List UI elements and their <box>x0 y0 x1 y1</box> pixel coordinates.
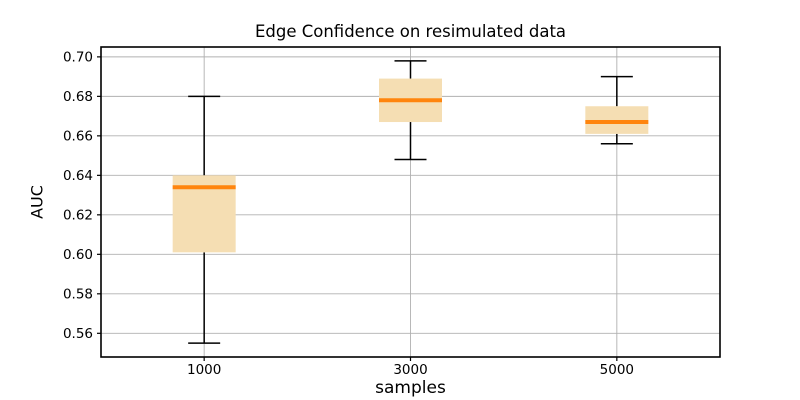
y-tick-label: 0.56 <box>63 326 93 342</box>
y-tick-label: 0.64 <box>63 168 93 184</box>
x-tick-label: 1000 <box>187 362 221 378</box>
x-axis-label: samples <box>375 378 446 398</box>
y-tick-label: 0.60 <box>63 247 93 263</box>
y-axis-label: AUC <box>27 185 47 219</box>
x-tick-label: 3000 <box>393 362 427 378</box>
x-tick-label: 5000 <box>600 362 634 378</box>
y-tick-label: 0.66 <box>63 128 93 144</box>
chart-title: Edge Confidence on resimulated data <box>254 22 567 41</box>
y-tick-label: 0.70 <box>63 49 93 65</box>
y-tick-label: 0.68 <box>63 89 93 105</box>
y-tick-label: 0.62 <box>63 207 93 223</box>
y-tick-label: 0.58 <box>63 286 93 302</box>
